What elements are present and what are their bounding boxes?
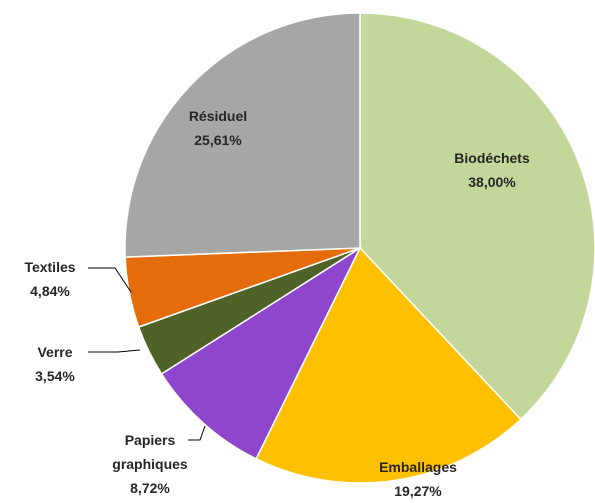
value-label: 8,72% [130,480,170,496]
pie-slice [255,246,522,484]
value-label: 19,27% [394,483,442,499]
pie-slice [124,12,361,258]
leader-line [188,425,206,441]
pie-slice [359,12,595,421]
category-label: Emballages [379,459,457,475]
category-label: Verre [37,344,73,360]
leader-line [88,349,141,353]
pie-slice [160,245,362,460]
value-label: 38,00% [468,174,516,190]
slice-label: Emballages 19,27% [358,455,478,503]
value-label: 25,61% [194,132,242,148]
category-label: Textiles [24,259,76,275]
category-label: Biodéchets [454,150,530,166]
slice-label: Textiles 4,84% [10,255,90,303]
value-label: 4,84% [30,283,70,299]
category-label: Résiduel [188,108,248,124]
slice-label: Verre 3,54% [15,340,95,388]
leader-line [88,267,132,293]
category-label: Papiers graphiques [112,432,188,472]
slice-label: Biodéchets 38,00% [447,146,537,194]
slice-label: Résiduel 25,61% [168,104,268,152]
value-label: 3,54% [35,368,75,384]
slice-label: Papiers graphiques 8,72% [105,428,195,500]
